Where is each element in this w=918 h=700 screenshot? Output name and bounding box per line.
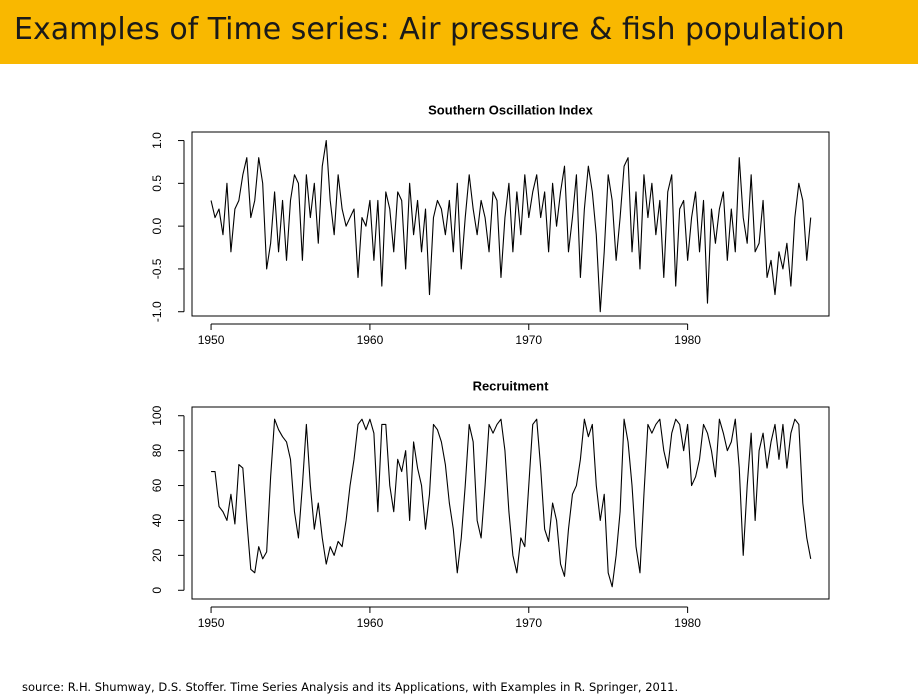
source-note: source: R.H. Shumway, D.S. Stoffer. Time… [22, 680, 679, 694]
x-tick-label: 1950 [198, 333, 225, 347]
y-tick-label: 0.5 [150, 175, 164, 192]
y-tick-label: 40 [150, 513, 164, 527]
chart-title: Recruitment [473, 378, 550, 393]
x-tick-label: 1970 [515, 333, 542, 347]
y-tick-label: -1.0 [150, 301, 164, 322]
plot-frame [191, 406, 830, 600]
slide-title: Examples of Time series: Air pressure & … [14, 12, 845, 47]
chart-title: Southern Oscillation Index [428, 102, 593, 117]
x-tick-label: 1960 [357, 616, 384, 630]
y-tick-label: -0.5 [150, 258, 164, 279]
y-tick-label: 20 [150, 548, 164, 562]
series-line [211, 418, 812, 588]
x-tick-label: 1960 [357, 333, 384, 347]
title-bar: Examples of Time series: Air pressure & … [0, 0, 918, 64]
plot-frame [191, 131, 830, 317]
y-tick-label: 60 [150, 479, 164, 493]
y-tick-label: 100 [150, 405, 164, 425]
y-tick-label: 80 [150, 444, 164, 458]
charts: Southern Oscillation Index 1950 1960 1970 19… [150, 102, 830, 630]
y-tick-label: 0.0 [150, 217, 164, 234]
x-tick-label: 1970 [515, 616, 542, 630]
y-tick-label: 0 [150, 587, 164, 594]
x-tick-label: 1980 [674, 333, 701, 347]
y-tick-label: 1.0 [150, 132, 164, 149]
x-tick-label: 1980 [674, 616, 701, 630]
series-line [210, 140, 812, 313]
x-tick-label: 1950 [198, 616, 225, 630]
